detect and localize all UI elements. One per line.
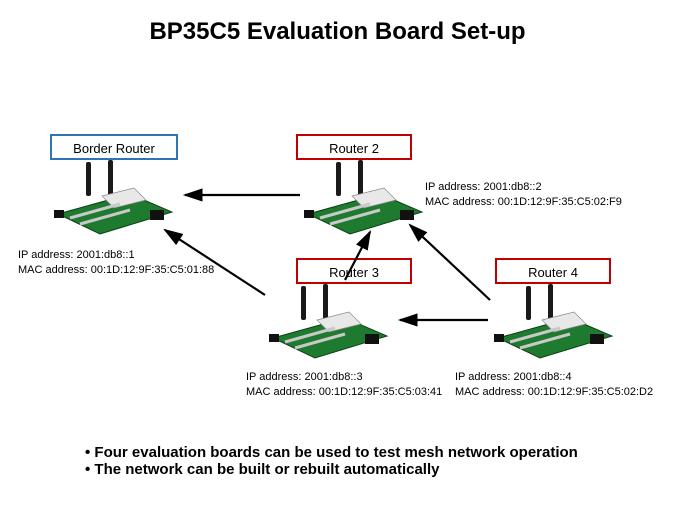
mac-line: MAC address: 00:1D:12:9F:35:C5:02:D2: [455, 385, 653, 400]
bullet-list: Four evaluation boards can be used to te…: [85, 444, 578, 478]
node-label-router-2: Router 2: [296, 134, 412, 160]
ip-line: IP address: 2001:db8::3: [246, 370, 442, 385]
info-router-3: IP address: 2001:db8::3 MAC address: 00:…: [246, 370, 442, 400]
board-router-2: [300, 160, 425, 245]
ip-line: IP address: 2001:db8::2: [425, 180, 622, 195]
ip-line: IP address: 2001:db8::4: [455, 370, 653, 385]
bullet-item: Four evaluation boards can be used to te…: [85, 444, 578, 461]
info-router-4: IP address: 2001:db8::4 MAC address: 00:…: [455, 370, 653, 400]
mac-line: MAC address: 00:1D:12:9F:35:C5:01:88: [18, 263, 214, 278]
bullet-item: The network can be built or rebuilt auto…: [85, 461, 578, 478]
node-label-router-4: Router 4: [495, 258, 611, 284]
info-border-router: IP address: 2001:db8::1 MAC address: 00:…: [18, 248, 214, 278]
board-router-4: [490, 284, 615, 369]
page-title: BP35C5 Evaluation Board Set-up: [0, 18, 675, 46]
mac-line: MAC address: 00:1D:12:9F:35:C5:03:41: [246, 385, 442, 400]
ip-line: IP address: 2001:db8::1: [18, 248, 214, 263]
info-router-2: IP address: 2001:db8::2 MAC address: 00:…: [425, 180, 622, 210]
node-label-border-router: Border Router: [50, 134, 178, 160]
mac-line: MAC address: 00:1D:12:9F:35:C5:02:F9: [425, 195, 622, 210]
board-router-3: [265, 284, 390, 369]
board-border-router: [50, 160, 175, 245]
node-label-router-3: Router 3: [296, 258, 412, 284]
